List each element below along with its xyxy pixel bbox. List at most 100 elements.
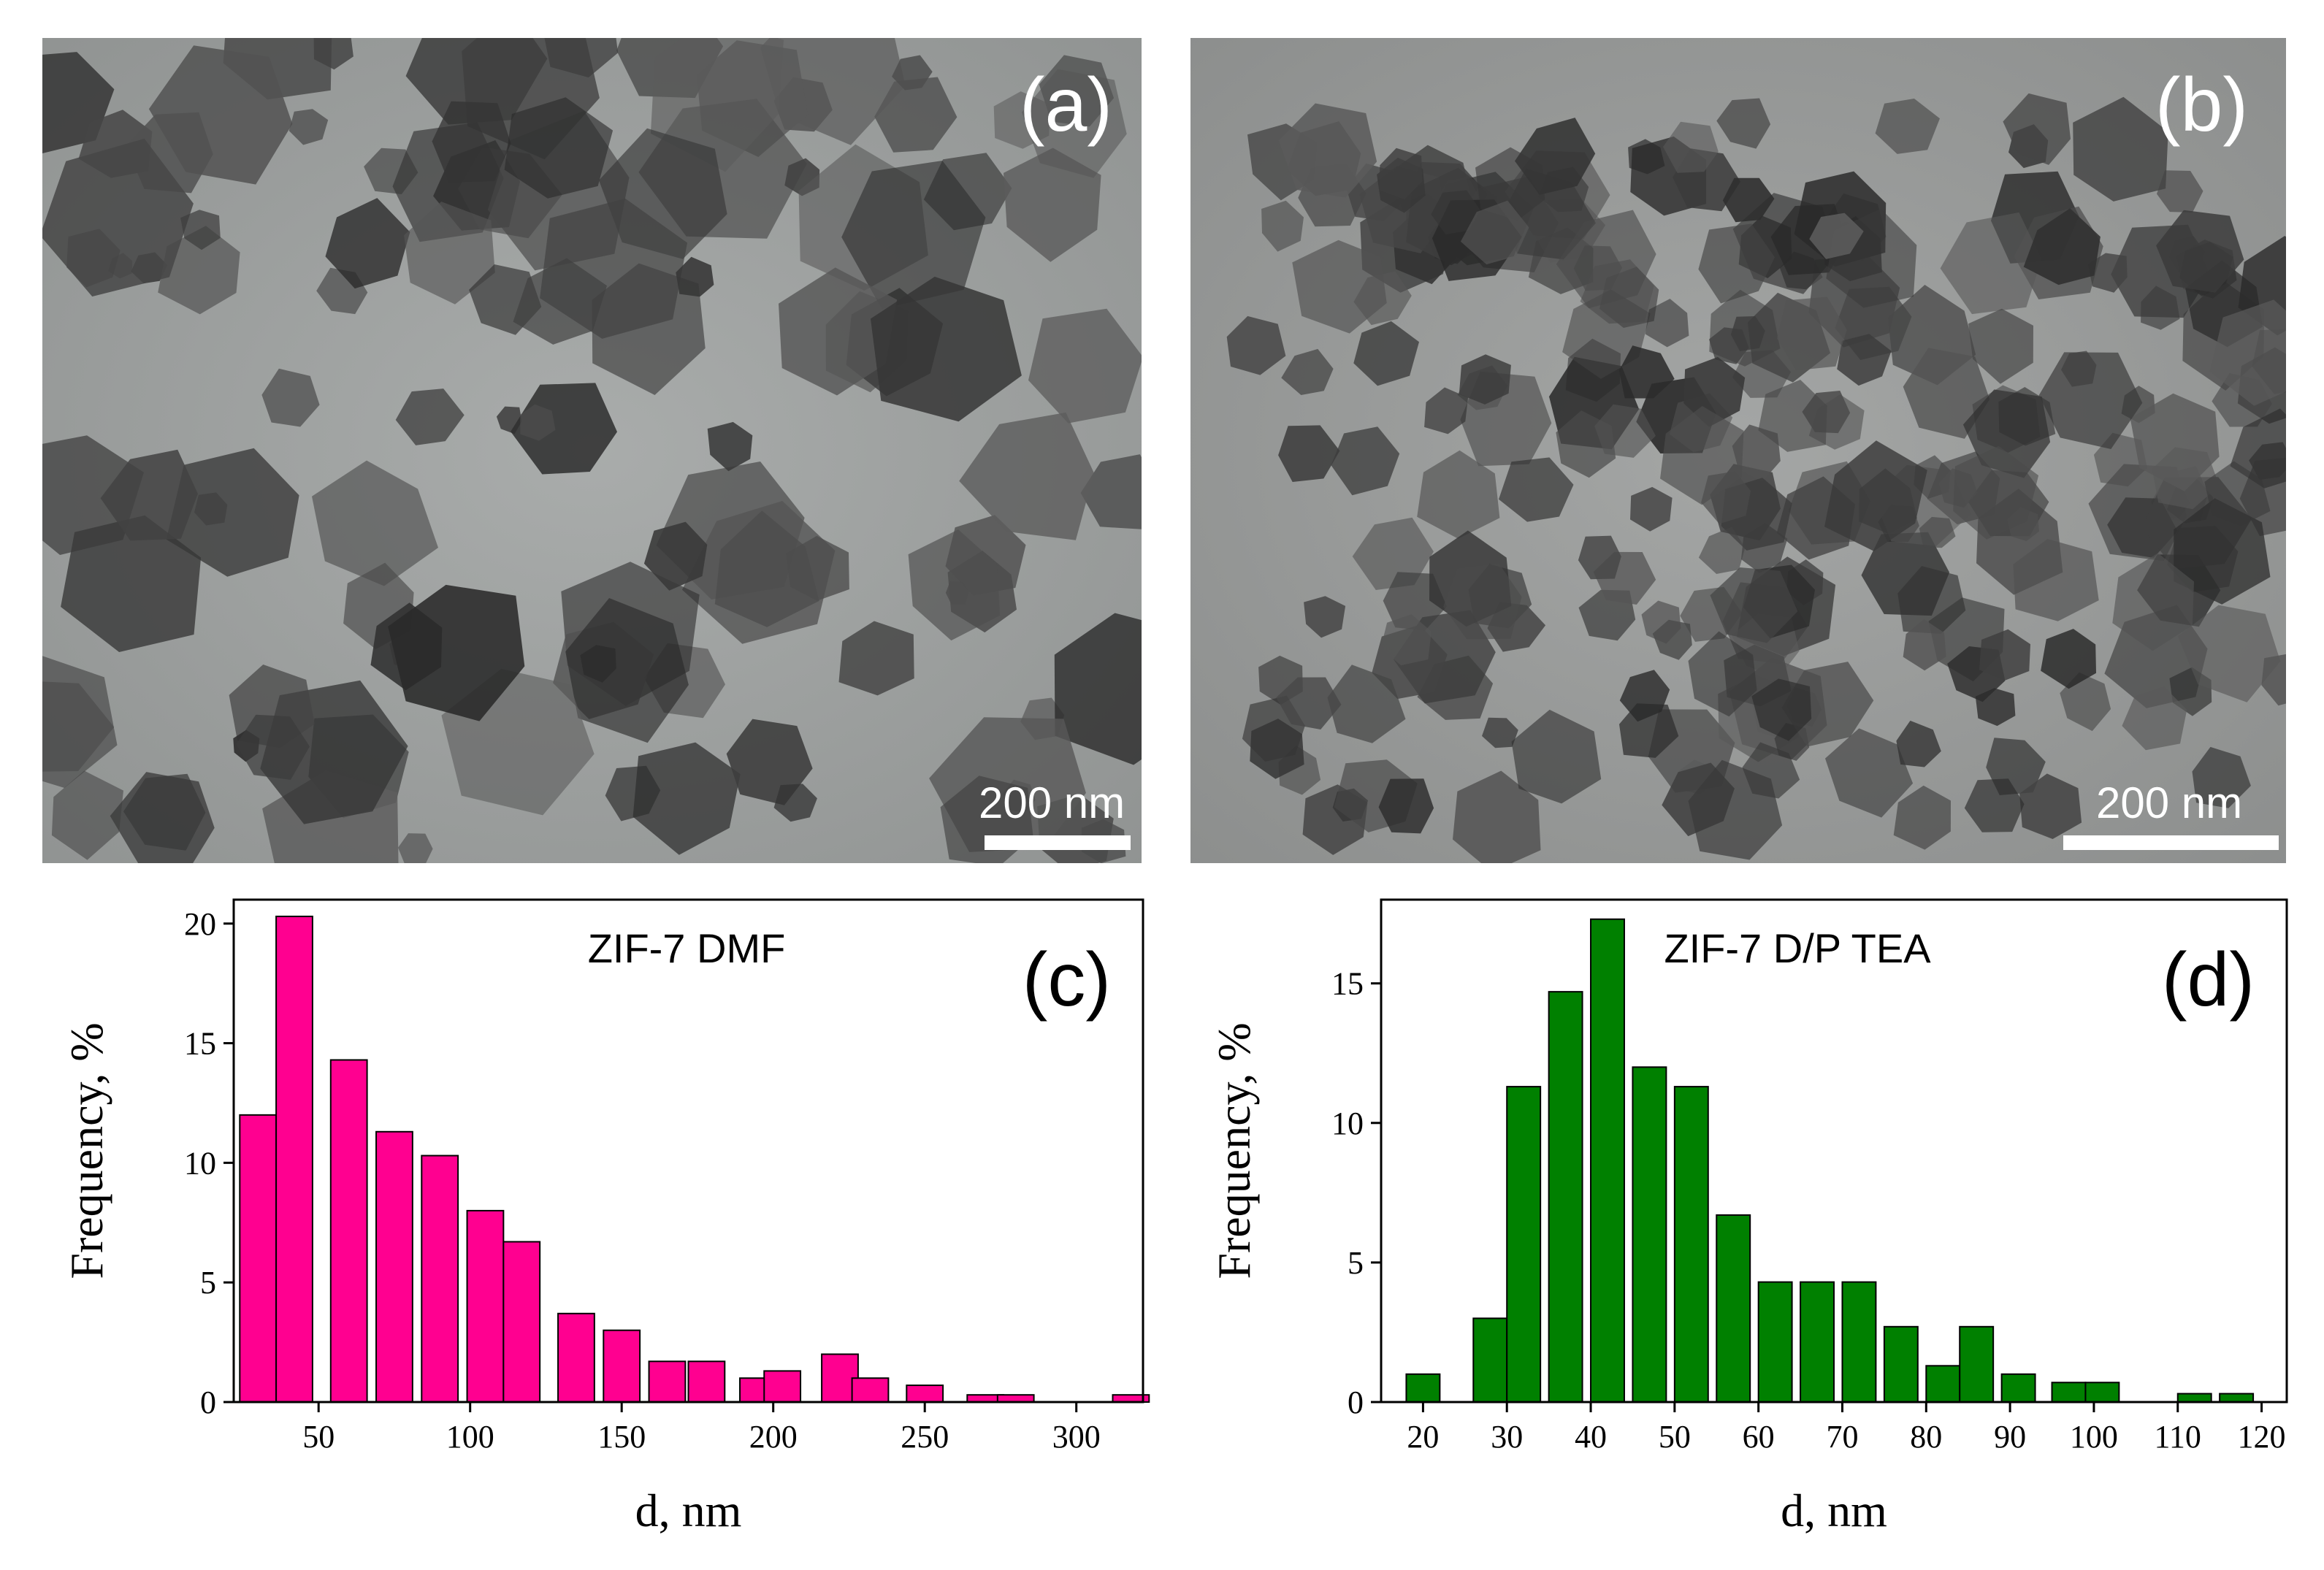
tem-particle: [676, 256, 714, 297]
histogram-bar: [1632, 1066, 1667, 1403]
tem-particle: [2019, 773, 2082, 839]
tem-particle: [1896, 720, 1941, 767]
tem-particle: [1004, 148, 1101, 262]
x-tick-label: 300: [1052, 1419, 1101, 1455]
histogram-d: 20 30 40 50 60 70 80 90 100 110 120 0 5 10 15 d, nm Freq…: [1162, 876, 2324, 1570]
panel-label: (d): [2162, 938, 2255, 1022]
y-tick-label: 15: [1331, 966, 1364, 1002]
histogram-bar: [1405, 1373, 1441, 1403]
x-tick-label: 100: [446, 1419, 494, 1455]
tem-particle: [580, 645, 616, 683]
tem-micrograph-a: [42, 38, 1142, 863]
histogram-bar: [1883, 1325, 1919, 1403]
tem-particle: [1825, 728, 1914, 818]
histogram-bar: [421, 1154, 459, 1403]
histogram-bar: [1548, 991, 1583, 1403]
tem-particle: [1645, 299, 1689, 348]
x-tick-label: 110: [2155, 1419, 2201, 1455]
histogram-bar: [329, 1059, 368, 1403]
histogram-bar: [1716, 1214, 1751, 1403]
tem-particle: [2003, 93, 2071, 165]
tem-micrograph-b: [1190, 38, 2286, 863]
tem-particle: [650, 38, 784, 172]
tem-particle: [1261, 200, 1304, 252]
tem-particle: [959, 412, 1094, 540]
tem-particle: [1919, 516, 1956, 548]
tem-particle: [1709, 289, 1781, 367]
tem-particle: [908, 529, 1001, 641]
tem-particle: [2038, 352, 2143, 449]
tem-particle: [1511, 709, 1602, 804]
histogram-bar: [1800, 1281, 1835, 1404]
tem-particle: [2177, 605, 2281, 702]
tem-particle: [2141, 286, 2180, 330]
tem-particle: [1380, 614, 1432, 666]
x-tick-label: 120: [2238, 1419, 2286, 1455]
tem-particle: [42, 138, 194, 297]
tem-particle: [51, 770, 123, 860]
x-tick-label: 60: [1743, 1419, 1775, 1455]
tem-particle: [2023, 208, 2101, 286]
tem-particle: [1022, 69, 1127, 178]
histogram-bar: [763, 1370, 802, 1404]
y-axis-label: Frequency, %: [1208, 1022, 1260, 1279]
x-tick-label: 150: [597, 1419, 646, 1455]
tem-particle: [1660, 406, 1744, 505]
tem-particle: [1594, 404, 1656, 458]
plot-frame: [1380, 898, 2288, 1404]
tem-particle: [2061, 351, 2097, 387]
histogram-bar: [466, 1209, 505, 1403]
histogram-bar: [1590, 918, 1625, 1403]
tem-particle: [395, 388, 465, 445]
tem-particle: [1619, 670, 1670, 722]
tem-particle: [42, 656, 118, 788]
tem-particle: [496, 406, 522, 434]
scale-bar-a: [985, 835, 1131, 850]
tem-particle: [1698, 526, 1746, 574]
histogram-bar: [557, 1312, 595, 1403]
tem-particle: [1824, 440, 1927, 551]
y-tick-label: 0: [1348, 1385, 1364, 1420]
y-tick-label: 0: [200, 1385, 216, 1420]
panel-label: (c): [1023, 938, 1111, 1022]
tem-particle: [773, 784, 817, 822]
histogram-bar: [2219, 1393, 2255, 1403]
tem-particle: [166, 448, 299, 577]
histogram-bar: [1472, 1317, 1508, 1403]
x-tick-label: 20: [1407, 1419, 1439, 1455]
tem-particle: [261, 368, 320, 427]
tem-particle: [2152, 447, 2220, 510]
tem-particle: [404, 202, 495, 305]
tem-particle: [2192, 746, 2251, 808]
tem-particle: [1777, 296, 1847, 371]
x-axis-label: d, nm: [635, 1485, 742, 1536]
x-tick-label: 40: [1575, 1419, 1607, 1455]
tem-particle: [1304, 596, 1346, 638]
histogram-bar: [2176, 1393, 2212, 1403]
tem-particle: [786, 535, 849, 601]
histogram-bar: [648, 1360, 687, 1403]
tem-particle: [2060, 672, 2111, 732]
tem-particle: [1417, 450, 1500, 539]
scale-bar-text-b: 200 nm: [2096, 778, 2243, 827]
tem-particle: [313, 38, 353, 70]
tem-particle: [2157, 170, 2203, 212]
histogram-d-svg: 20 30 40 50 60 70 80 90 100 110 120 0 5 10 15 d, nm Freq…: [1208, 898, 2288, 1536]
histogram-c: 50 100 150 200 250 300 0 5 10 15 20 d, nm Frequency,…: [0, 876, 1162, 1570]
tem-particle: [1352, 517, 1434, 590]
histogram-bar: [2084, 1382, 2120, 1404]
tem-particle: [1781, 662, 1874, 747]
tem-particle: [632, 742, 741, 855]
y-tick-label: 15: [184, 1026, 216, 1062]
chart-title: ZIF-7 D/P TEA: [1664, 925, 1931, 971]
tem-particle: [1028, 308, 1142, 424]
histogram-c-svg: 50 100 150 200 250 300 0 5 10 15 20 d, nm Frequency,…: [61, 898, 1150, 1536]
tem-particle: [1940, 212, 2042, 315]
tem-particle: [2122, 686, 2187, 751]
tem-particle: [2204, 461, 2271, 526]
x-tick-label: 30: [1491, 1419, 1523, 1455]
histogram-bar: [275, 915, 313, 1403]
tem-particle: [892, 55, 933, 91]
tem-particle: [838, 621, 914, 696]
histogram-bar: [1673, 1086, 1709, 1403]
